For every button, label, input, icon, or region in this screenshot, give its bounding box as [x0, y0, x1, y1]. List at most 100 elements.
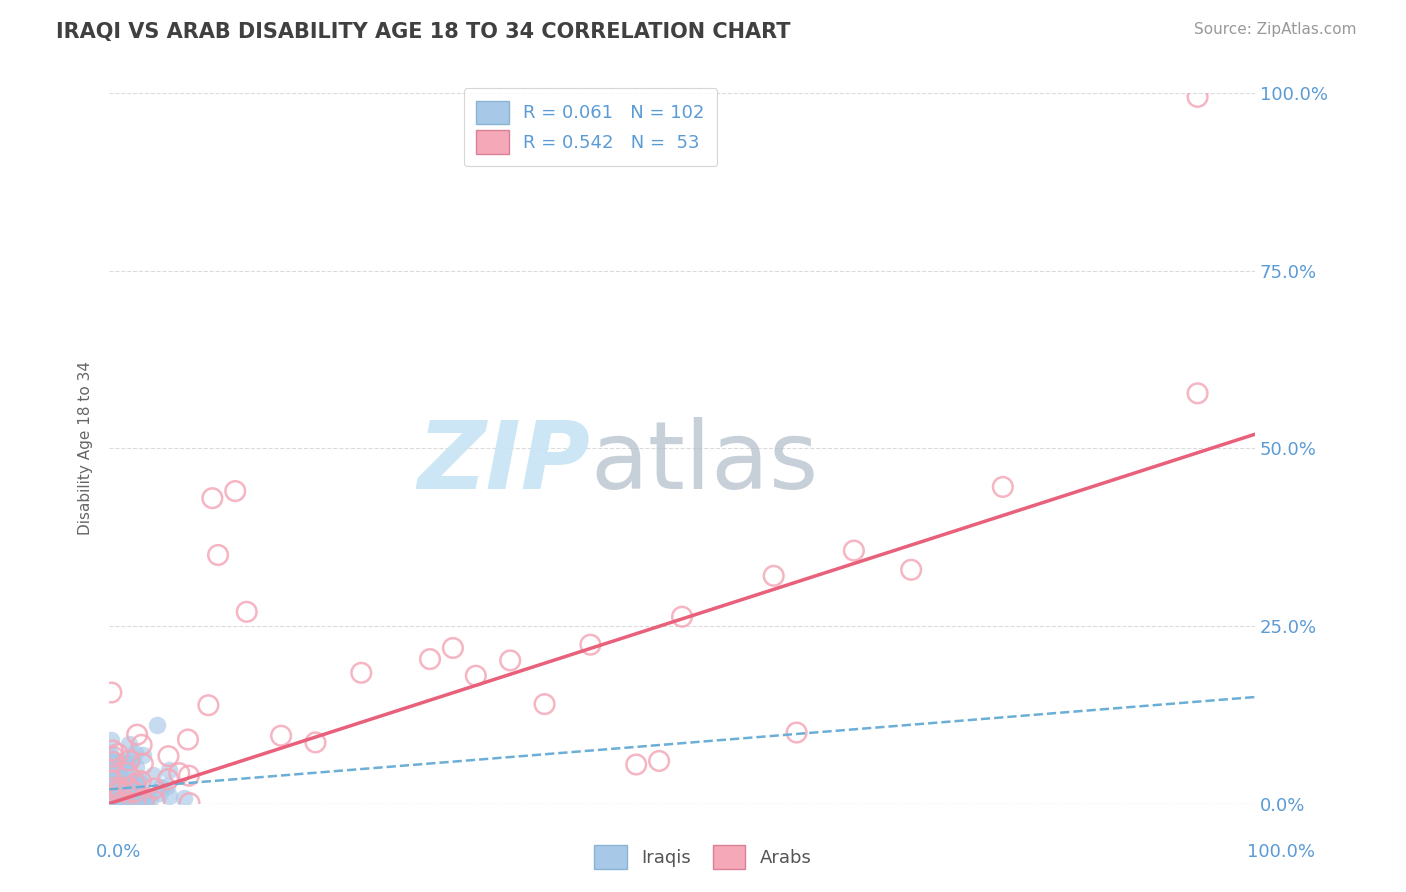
Point	[129, 776, 152, 790]
Point	[124, 759, 146, 773]
Point	[464, 669, 486, 683]
Point	[235, 605, 257, 619]
Point	[104, 788, 127, 802]
Point	[111, 781, 134, 796]
Point	[132, 748, 155, 763]
Point	[120, 777, 142, 791]
Point	[419, 652, 441, 666]
Point	[100, 784, 122, 798]
Point	[108, 790, 131, 805]
Point	[114, 789, 136, 803]
Point	[135, 792, 157, 806]
Point	[105, 790, 128, 805]
Point	[124, 781, 146, 796]
Point	[842, 543, 865, 558]
Point	[114, 775, 136, 789]
Point	[100, 733, 122, 747]
Point	[111, 792, 134, 806]
Point	[127, 772, 149, 787]
Point	[98, 792, 121, 806]
Point	[786, 725, 808, 739]
Point	[100, 756, 122, 770]
Point	[122, 788, 145, 802]
Point	[146, 717, 169, 731]
Point	[104, 791, 127, 805]
Point	[98, 777, 121, 791]
Point	[103, 760, 125, 774]
Point	[127, 779, 149, 793]
Point	[142, 768, 165, 782]
Point	[101, 792, 124, 806]
Point	[156, 779, 179, 793]
Point	[111, 756, 134, 771]
Point	[111, 753, 134, 767]
Point	[104, 756, 127, 770]
Point	[101, 789, 124, 803]
Point	[117, 780, 139, 795]
Point	[124, 782, 146, 797]
Point	[105, 789, 128, 803]
Point	[224, 484, 246, 499]
Point	[149, 780, 172, 794]
Point	[533, 697, 555, 711]
Point	[499, 653, 522, 667]
Point	[98, 790, 121, 805]
Point	[100, 685, 122, 699]
Point	[101, 755, 124, 769]
Point	[114, 789, 136, 804]
Point	[124, 777, 146, 791]
Point	[107, 782, 129, 797]
Point	[177, 769, 200, 783]
Legend: R = 0.061   N = 102, R = 0.542   N =  53: R = 0.061 N = 102, R = 0.542 N = 53	[464, 88, 717, 166]
Point	[105, 781, 128, 796]
Point	[132, 792, 155, 806]
Point	[207, 548, 229, 562]
Point	[103, 749, 125, 764]
Point	[104, 756, 127, 771]
Point	[128, 792, 150, 806]
Point	[132, 756, 155, 771]
Point	[127, 791, 149, 805]
Point	[105, 778, 128, 792]
Point	[121, 786, 143, 800]
Point	[991, 480, 1014, 494]
Point	[159, 763, 181, 777]
Point	[110, 789, 132, 804]
Point	[104, 791, 127, 805]
Point	[111, 783, 134, 797]
Point	[103, 780, 125, 794]
Point	[117, 766, 139, 780]
Point	[270, 729, 292, 743]
Point	[149, 786, 172, 800]
Point	[101, 773, 124, 788]
Point	[136, 789, 159, 803]
Point	[350, 665, 373, 680]
Point	[648, 754, 671, 768]
Point	[103, 780, 125, 795]
Point	[1187, 90, 1209, 104]
Point	[100, 794, 122, 808]
Point	[104, 782, 127, 797]
Point	[139, 793, 162, 807]
Point	[157, 772, 180, 786]
Point	[157, 749, 180, 764]
Legend: Iraqis, Arabs: Iraqis, Arabs	[588, 838, 818, 876]
Point	[101, 791, 124, 805]
Point	[131, 738, 153, 752]
Text: Source: ZipAtlas.com: Source: ZipAtlas.com	[1194, 22, 1357, 37]
Point	[111, 789, 134, 804]
Point	[121, 781, 143, 796]
Point	[177, 732, 200, 747]
Text: 0.0%: 0.0%	[96, 843, 141, 861]
Point	[201, 491, 224, 505]
Point	[101, 743, 124, 757]
Point	[101, 772, 124, 786]
Point	[579, 638, 602, 652]
Point	[101, 794, 124, 808]
Point	[169, 766, 191, 780]
Point	[173, 790, 195, 805]
Point	[98, 792, 121, 806]
Point	[114, 793, 136, 807]
Point	[98, 749, 121, 764]
Point	[108, 766, 131, 780]
